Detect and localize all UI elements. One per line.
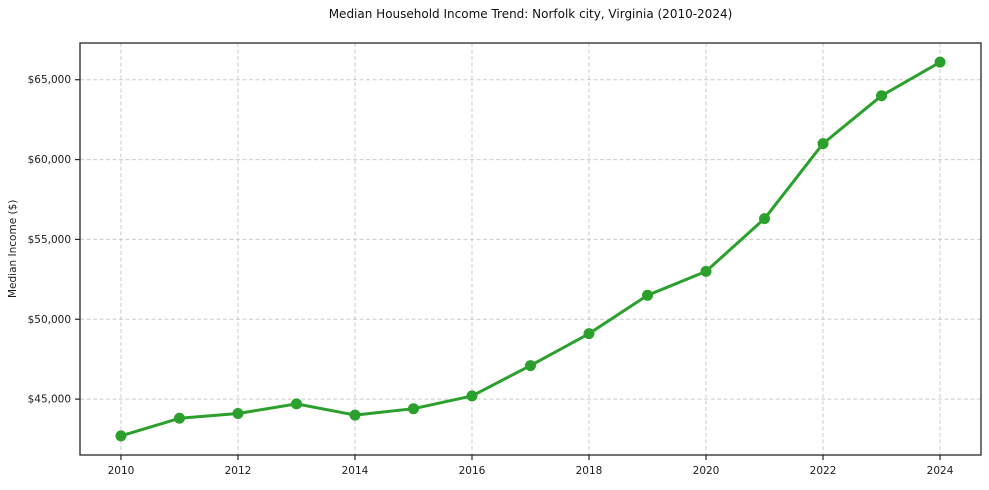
y-tick-label: $55,000 — [28, 234, 71, 246]
y-tick-label: $50,000 — [28, 314, 71, 326]
x-tick-label: 2024 — [927, 465, 954, 477]
data-point — [407, 403, 419, 415]
data-point — [466, 390, 478, 402]
data-point — [876, 90, 888, 102]
data-point — [700, 265, 712, 277]
x-tick-label: 2020 — [693, 465, 720, 477]
x-tick-label: 2016 — [459, 465, 486, 477]
chart-title: Median Household Income Trend: Norfolk c… — [328, 7, 733, 21]
data-point — [232, 407, 244, 419]
x-tick-label: 2018 — [576, 465, 603, 477]
data-point — [173, 412, 185, 424]
y-tick-label: $65,000 — [28, 74, 71, 86]
data-point — [583, 328, 595, 340]
y-tick-label: $45,000 — [28, 394, 71, 406]
x-tick-label: 2022 — [810, 465, 837, 477]
trend-line — [119, 60, 942, 438]
data-point — [759, 213, 771, 225]
x-tick-label: 2014 — [342, 465, 369, 477]
plot-border — [79, 42, 982, 456]
data-point — [934, 56, 946, 68]
x-tick-label: 2012 — [225, 465, 252, 477]
data-point — [115, 430, 127, 442]
data-point — [349, 409, 361, 421]
data-point — [525, 360, 536, 372]
y-tick-label: $60,000 — [28, 154, 71, 166]
data-point — [642, 289, 654, 301]
data-point — [817, 138, 829, 150]
x-tick-label: 2010 — [108, 465, 135, 477]
data-point — [290, 398, 302, 410]
